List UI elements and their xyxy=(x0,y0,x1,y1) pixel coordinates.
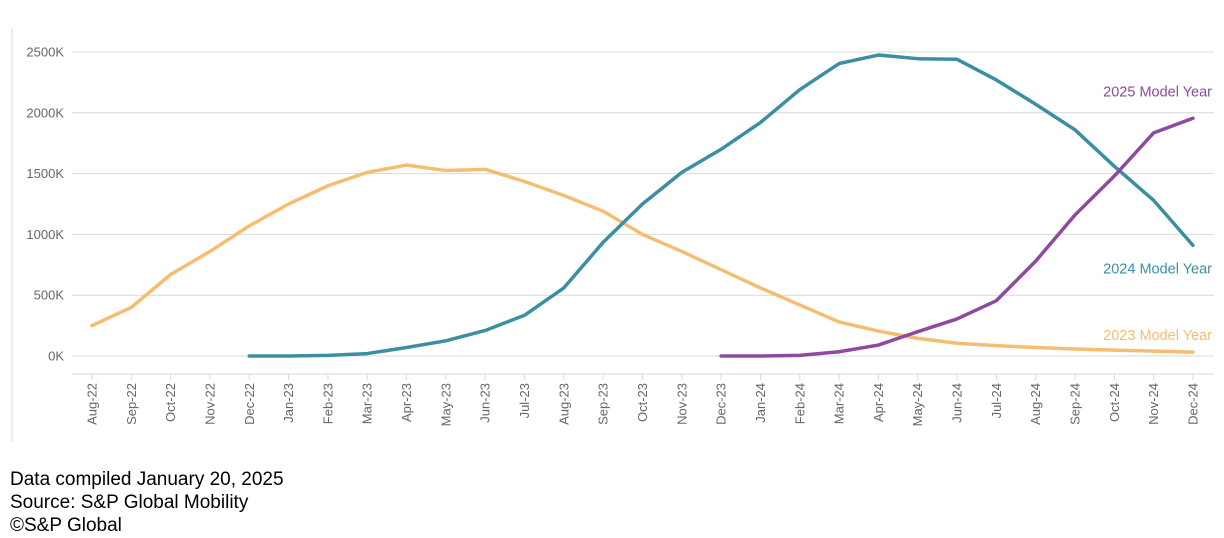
series-label: 2025 Model Year xyxy=(1103,84,1212,100)
x-tick-label: Jan-24 xyxy=(753,383,768,423)
x-tick-label: Apr-24 xyxy=(871,383,886,422)
series-line-2025-model-year xyxy=(719,116,1195,358)
x-tick-label: Nov-23 xyxy=(674,383,689,425)
series-label: 2024 Model Year xyxy=(1103,261,1212,277)
x-tick-label: Dec-22 xyxy=(242,383,257,425)
x-tick-label: Jun-23 xyxy=(478,383,493,423)
x-tick-label: Jul-24 xyxy=(989,383,1004,418)
x-tick-label: Sep-23 xyxy=(596,383,611,425)
x-tick-label: Jun-24 xyxy=(950,383,965,423)
x-tick-label: May-24 xyxy=(910,383,925,426)
series-line-2024-model-year xyxy=(247,53,1195,358)
series-label: 2023 Model Year xyxy=(1103,328,1212,344)
x-tick-label: Nov-24 xyxy=(1146,383,1161,425)
x-tick-label: Aug-23 xyxy=(556,383,571,425)
series-labels: 2023 Model Year 2024 Model Year 2025 Model… xyxy=(1103,84,1212,344)
series-line-2023-model-year xyxy=(90,163,1195,354)
copyright-note: ©S&P Global xyxy=(10,515,122,536)
y-tick-label: 1500K xyxy=(26,166,64,181)
x-tick-label: Jul-23 xyxy=(517,383,532,418)
chart-footer: Data compiled January 20, 2025 Source: S… xyxy=(10,468,284,537)
x-tick-label: Feb-24 xyxy=(792,383,807,424)
x-tick-label: Apr-23 xyxy=(399,383,414,422)
data-compiled-note: Data compiled January 20, 2025 xyxy=(10,469,284,490)
source-note: Source: S&P Global Mobility xyxy=(10,492,249,513)
x-tick-label: Oct-24 xyxy=(1107,383,1122,422)
y-tick-label: 2500K xyxy=(26,45,64,60)
series-lines xyxy=(90,53,1195,358)
line-chart: 0K 500K 1000K 1500K 2000K 2500K Aug-22 Sep-22 O… xyxy=(11,28,1214,442)
x-axis: Aug-22 Sep-22 Oct-22 Nov-22 Dec-22 Jan-23 Feb-… xyxy=(72,373,1214,426)
x-tick-label: Dec-23 xyxy=(714,383,729,425)
x-tick-label: Mar-24 xyxy=(832,383,847,424)
x-tick-label: Feb-23 xyxy=(320,383,335,424)
x-tick-label: Nov-22 xyxy=(202,383,217,425)
x-tick-label: Aug-24 xyxy=(1028,383,1043,425)
x-tick-label: Oct-23 xyxy=(635,383,650,422)
x-tick-label: Dec-24 xyxy=(1185,383,1200,425)
y-tick-label: 500K xyxy=(34,288,65,303)
x-tick-label: Jan-23 xyxy=(281,383,296,423)
y-tick-label: 1000K xyxy=(26,227,64,242)
x-tick-label: Sep-24 xyxy=(1068,383,1083,425)
x-tick-label: Sep-22 xyxy=(124,383,139,425)
y-tick-label: 2000K xyxy=(26,105,64,120)
y-axis-ticks: 0K 500K 1000K 1500K 2000K 2500K xyxy=(26,45,64,364)
x-tick-label: May-23 xyxy=(438,383,453,426)
x-tick-label: Aug-22 xyxy=(85,383,100,425)
y-tick-label: 0K xyxy=(48,349,64,364)
x-tick-label: Oct-22 xyxy=(163,383,178,422)
x-tick-label: Mar-23 xyxy=(360,383,375,424)
